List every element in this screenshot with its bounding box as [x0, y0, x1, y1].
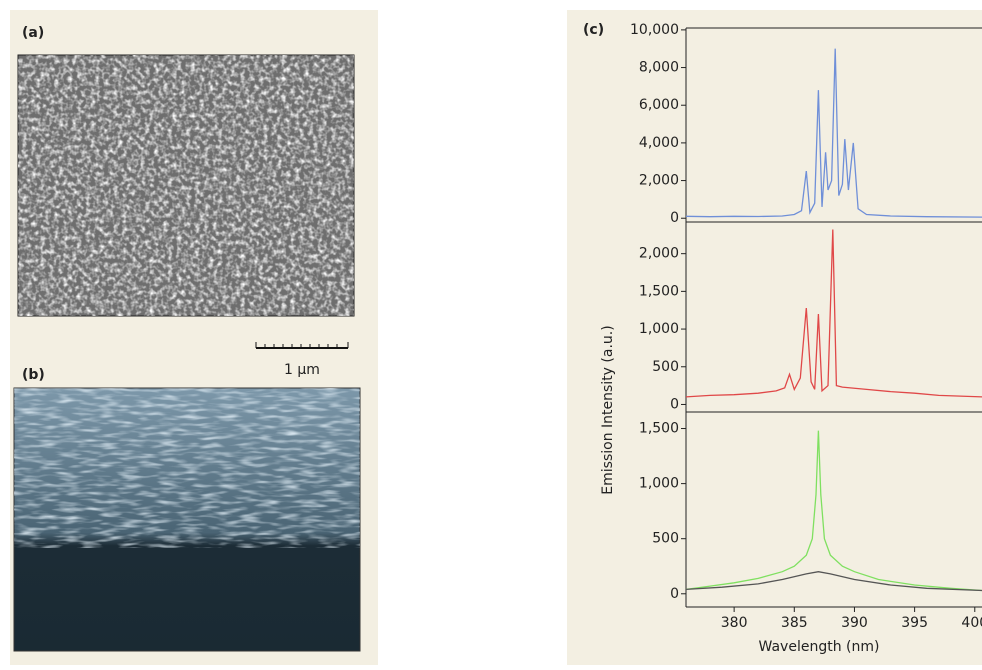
- y-tick-label: 0: [670, 586, 679, 602]
- right-panel: [567, 10, 982, 665]
- x-axis-label: Wavelength (nm): [759, 639, 880, 655]
- y-tick-label: 8,000: [639, 60, 679, 76]
- sem-texture: [14, 388, 360, 548]
- y-tick-label: 0: [670, 210, 679, 226]
- sem-texture: [18, 55, 354, 316]
- x-tick-label: 395: [901, 615, 928, 631]
- scale-bar-ticks: [255, 342, 349, 348]
- y-tick-label: 2,000: [639, 173, 679, 189]
- scale-bar-label: 1 μm: [284, 362, 320, 378]
- y-tick-label: 500: [652, 531, 679, 547]
- x-tick-label: 380: [721, 615, 748, 631]
- y-tick-label: 10,000: [630, 22, 679, 38]
- y-tick-label: 1,500: [639, 283, 679, 299]
- series-line: [685, 48, 982, 218]
- panel-label: (a): [22, 25, 44, 41]
- panel-label: (b): [22, 367, 45, 383]
- y-tick-label: 6,000: [639, 97, 679, 113]
- x-tick-label: 390: [841, 615, 868, 631]
- x-tick-label: 385: [781, 615, 808, 631]
- y-tick-label: 1,000: [639, 476, 679, 492]
- x-tick-label: 400: [961, 615, 982, 631]
- y-tick-label: 2,000: [639, 246, 679, 262]
- series-line: [685, 571, 982, 592]
- y-tick-label: 0: [670, 396, 679, 412]
- series-line: [685, 430, 982, 592]
- y-axis-label: Emission Intensity (a.u.): [600, 325, 616, 494]
- y-tick-label: 1,500: [639, 421, 679, 437]
- series-line: [685, 229, 982, 398]
- y-tick-label: 500: [652, 359, 679, 375]
- y-tick-label: 1,000: [639, 321, 679, 337]
- panel-label: (c): [583, 22, 604, 38]
- y-tick-label: 4,000: [639, 135, 679, 151]
